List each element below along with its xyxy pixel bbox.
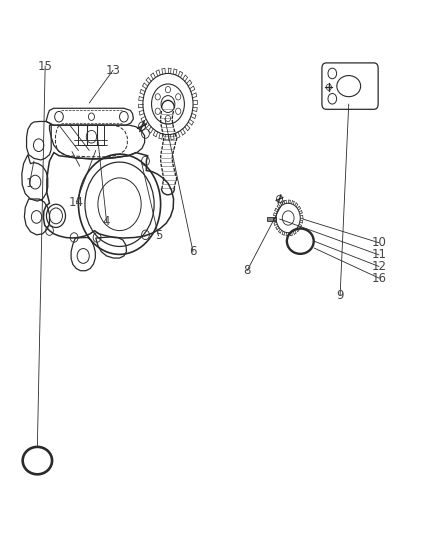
- Bar: [78, 125, 104, 145]
- Text: 14: 14: [69, 196, 84, 208]
- Text: 4: 4: [103, 215, 110, 228]
- Text: 15: 15: [38, 60, 53, 72]
- Text: 8: 8: [244, 264, 251, 277]
- Text: 9: 9: [336, 289, 344, 302]
- Text: 1: 1: [26, 176, 33, 190]
- Text: 10: 10: [371, 236, 386, 249]
- Text: 16: 16: [371, 272, 386, 285]
- Bar: [268, 217, 276, 221]
- Text: 13: 13: [106, 64, 120, 77]
- Text: 5: 5: [155, 229, 162, 243]
- Text: 12: 12: [371, 260, 386, 273]
- Text: 6: 6: [189, 245, 197, 258]
- Text: 11: 11: [371, 248, 386, 261]
